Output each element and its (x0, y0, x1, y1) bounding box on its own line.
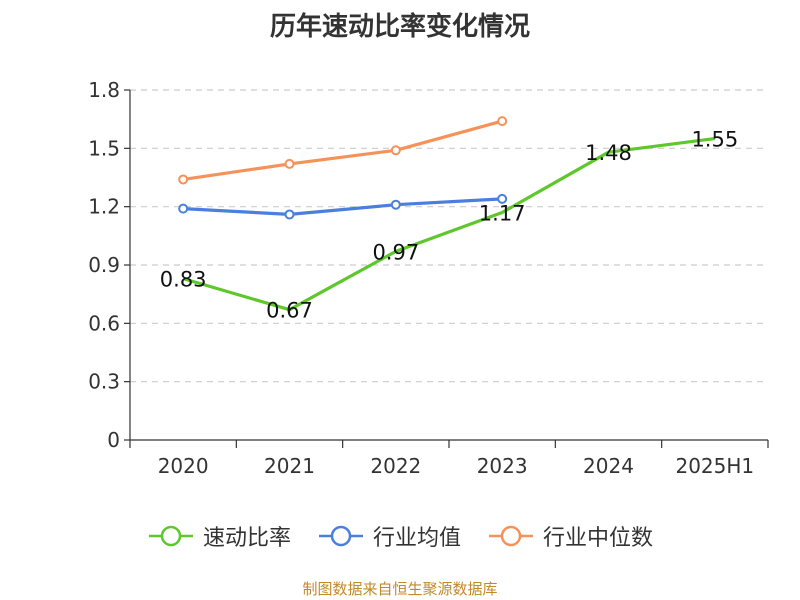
x-tick-label: 2022 (370, 454, 421, 478)
legend-swatch (318, 525, 363, 547)
data-label: 1.48 (585, 141, 632, 165)
series-lines (178, 116, 716, 312)
y-tick-label: 0.3 (88, 370, 120, 394)
data-label: 1.55 (691, 128, 738, 152)
series-line-0 (182, 137, 716, 312)
legend: 速动比率 行业均值 行业中位数 (0, 520, 800, 552)
y-tick-label: 0.9 (88, 253, 120, 277)
x-tick-label: 2025H1 (675, 454, 754, 478)
legend-item: 行业中位数 (487, 520, 653, 552)
data-point (390, 145, 401, 156)
axes: 0 0.3 0.6 0.9 1.2 1.5 1.8 2020 2021 2022 2023 2024 2… (88, 78, 769, 478)
legend-swatch (489, 525, 533, 547)
legend-item: 行业均值 (317, 520, 461, 552)
gridlines (130, 89, 768, 383)
source-note: 制图数据来自恒生聚源数据库 (302, 580, 498, 598)
data-point (284, 158, 295, 169)
data-labels: 0.83 0.67 0.97 1.17 1.48 1.55 (160, 128, 738, 323)
data-label: 1.17 (479, 202, 526, 226)
data-point (497, 193, 508, 204)
x-tick-label: 2021 (264, 454, 315, 478)
data-point (497, 116, 508, 127)
legend-label: 行业中位数 (543, 526, 654, 551)
data-point (178, 203, 189, 214)
legend-swatch (148, 525, 193, 547)
legend-label: 行业均值 (372, 526, 461, 551)
y-tick-label: 1.8 (88, 78, 120, 102)
x-tick-label: 2020 (158, 454, 209, 478)
chart-title: 历年速动比率变化情况 (269, 12, 530, 42)
data-label: 0.97 (372, 240, 419, 264)
series-line-1 (183, 197, 503, 216)
x-tick-label: 2023 (477, 454, 528, 478)
data-point (178, 174, 189, 185)
data-label: 0.83 (160, 268, 207, 292)
y-tick-label: 1.2 (88, 195, 120, 219)
y-tick-label: 0 (107, 428, 120, 452)
y-tick-label: 1.5 (88, 136, 120, 160)
data-point (390, 199, 401, 210)
data-point (284, 209, 295, 220)
series-line-2 (182, 119, 503, 181)
y-tick-label: 0.6 (88, 311, 120, 335)
legend-label: 速动比率 (202, 526, 291, 551)
data-label: 0.67 (266, 299, 313, 323)
x-tick-label: 2024 (583, 454, 634, 478)
legend-item: 速动比率 (147, 520, 291, 552)
